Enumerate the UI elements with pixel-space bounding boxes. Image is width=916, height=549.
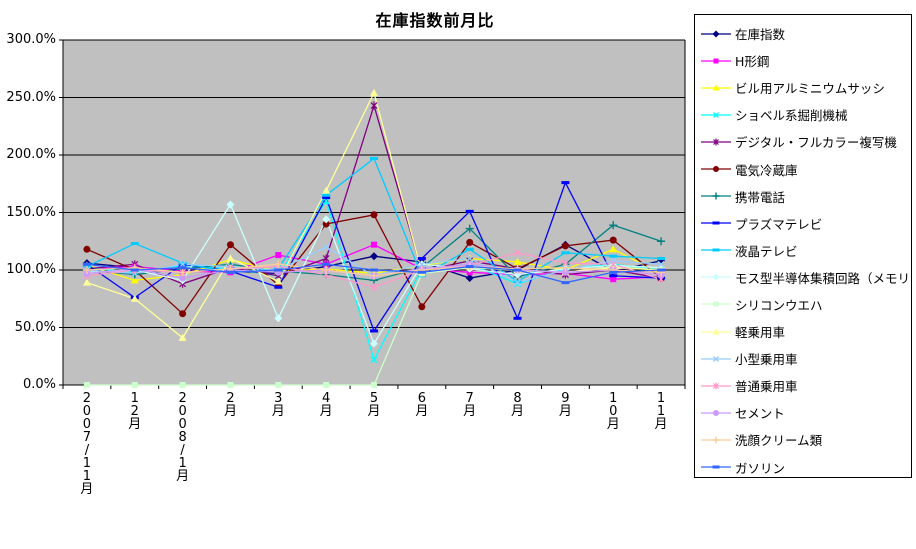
legend-item-label: 小型乗用車 [735, 352, 798, 368]
legend-item: 電気冷蔵庫 [701, 155, 909, 182]
x-tick-label: 2 0 0 8/1 月 [176, 391, 190, 484]
legend-item: モス型半導体集積回路（メモリ） [701, 264, 909, 291]
legend-item-label: モス型半導体集積回路（メモリ） [735, 270, 909, 286]
y-tick-label: 250.0% [6, 89, 56, 105]
legend-item-label: H形鋼 [735, 54, 770, 70]
legend-item: 洗顔クリーム類 [701, 426, 909, 453]
legend-item-label: 在庫指数 [735, 27, 786, 43]
legend-item-label: 軽乗用車 [735, 325, 786, 341]
legend-item: プラズマテレビ [701, 210, 909, 237]
legend-triangle-swatch-icon [701, 328, 731, 335]
legend-item-label: シリコンウエハ [735, 297, 823, 313]
legend-item: セメント [701, 399, 909, 426]
y-tick-label: 50.0% [14, 319, 56, 335]
legend-square-swatch-icon [701, 301, 731, 307]
legend-item-label: 携帯電話 [735, 189, 786, 205]
legend-item: ガソリン [701, 454, 909, 481]
legend-item-label: プラズマテレビ [735, 216, 823, 232]
legend-item-label: 普通乗用車 [735, 379, 798, 395]
legend-item-label: ガソリン [735, 460, 786, 476]
legend-dash-swatch-icon [701, 248, 731, 252]
legend-x-swatch-icon [701, 355, 731, 362]
legend-diamond-swatch-icon [701, 273, 731, 281]
x-tick-label: 2 0 0 7/1 1 月 [80, 391, 94, 497]
legend-item: 小型乗用車 [701, 345, 909, 372]
y-tick-label: 100.0% [6, 262, 56, 277]
legend-item: デジタル・フルカラー複写機 [701, 128, 909, 155]
y-tick-label: 200.0% [6, 147, 56, 162]
legend-item: H形鋼 [701, 47, 909, 74]
legend-item-label: 液晶テレビ [735, 243, 798, 259]
plot-area [59, 39, 686, 389]
legend-item: 液晶テレビ [701, 237, 909, 264]
legend-asterisk-swatch-icon [701, 138, 731, 146]
legend-diamond-swatch-icon [701, 30, 731, 38]
legend-square-swatch-icon [701, 58, 731, 64]
legend-plus-swatch-icon [701, 436, 731, 444]
legend-item: ビル用アルミニウムサッシ [701, 74, 909, 101]
y-tick-label: 0.0% [22, 377, 56, 392]
legend-item-label: ショベル系掘削機械 [735, 108, 848, 124]
legend-item-label: セメント [735, 406, 785, 422]
legend: 在庫指数 H形鋼ビル用アルミニウムサッシ ショベル系掘削機械デジタル・フルカラー複写… [694, 14, 912, 478]
legend-circle-swatch-icon [701, 409, 731, 416]
legend-plus-swatch-icon [701, 192, 731, 200]
legend-item: 軽乗用車 [701, 318, 909, 345]
y-tick-label: 300.0% [6, 32, 56, 47]
legend-dash-swatch-icon [701, 465, 731, 469]
legend-dash-swatch-icon [701, 221, 731, 225]
legend-item-label: 電気冷蔵庫 [735, 162, 798, 178]
legend-item: 普通乗用車 [701, 372, 909, 399]
legend-x-swatch-icon [701, 111, 731, 118]
y-tick-label: 150.0% [6, 204, 56, 220]
legend-item: 在庫指数 [701, 20, 909, 47]
legend-item-label: デジタル・フルカラー複写機 [735, 135, 897, 151]
legend-asterisk-swatch-icon [701, 382, 731, 390]
legend-item: シリコンウエハ [701, 291, 909, 318]
chart-title: 在庫指数前月比 [375, 11, 495, 30]
legend-item: 携帯電話 [701, 183, 909, 210]
legend-item: ショベル系掘削機械 [701, 101, 909, 128]
legend-circle-swatch-icon [701, 166, 731, 173]
legend-item-label: ビル用アルミニウムサッシ [735, 81, 885, 97]
legend-item-label: 洗顔クリーム類 [735, 433, 823, 449]
legend-triangle-swatch-icon [701, 84, 731, 91]
